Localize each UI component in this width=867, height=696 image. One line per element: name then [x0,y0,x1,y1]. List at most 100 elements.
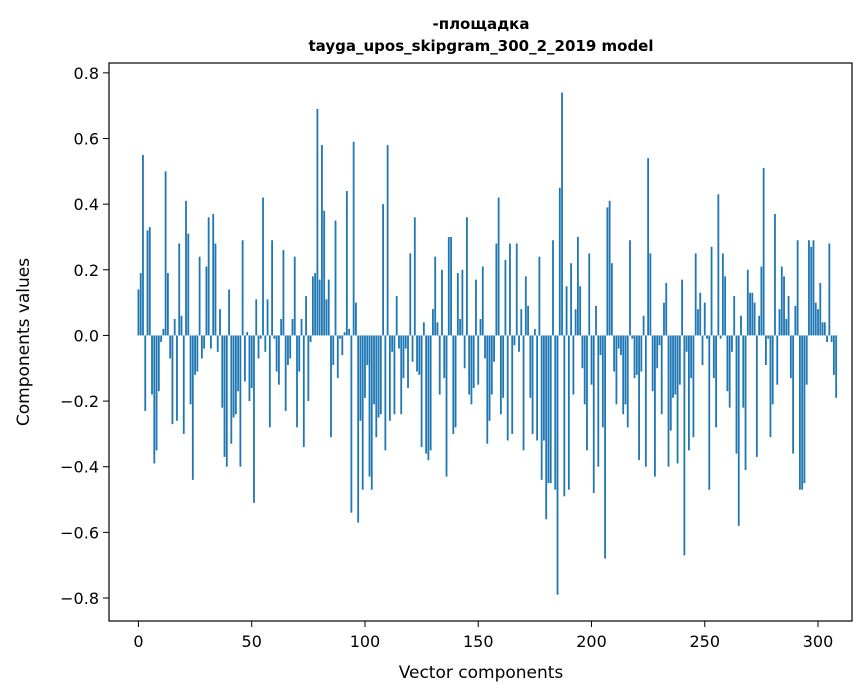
bar-286 [785,319,788,336]
bar-13 [166,273,169,336]
bar-63 [280,319,283,336]
bar-211 [615,335,618,405]
y-tick-label: 0.4 [74,195,99,214]
bar-237 [674,335,677,395]
bar-52 [255,299,258,336]
bar-150 [477,335,480,385]
bar-250 [703,302,706,336]
bar-21 [185,200,187,336]
bar-190 [567,335,570,490]
y-tick-label: −0.2 [60,392,99,411]
bar-297 [810,246,813,336]
bar-290 [794,305,797,336]
bar-246 [694,253,697,336]
bar-220 [635,335,638,375]
bar-238 [676,335,679,464]
bar-300 [817,309,819,336]
bar-210 [613,335,616,372]
bar-244 [690,335,693,379]
bar-29 [203,335,206,349]
bar-172 [527,305,529,336]
bar-1 [139,273,142,336]
y-tick-label: 0.8 [74,64,99,83]
bar-262 [731,335,733,352]
bar-95 [352,141,355,336]
bar-248 [699,292,702,336]
bar-105 [375,335,378,438]
bar-series [137,92,838,595]
bar-273 [755,335,758,457]
bar-192 [572,335,575,395]
y-tick-label: −0.6 [60,523,99,542]
bar-51 [253,335,255,503]
bar-25 [194,335,196,375]
x-tick-label: 150 [463,632,494,651]
y-tick-label: 0.6 [74,129,99,148]
bar-133 [438,335,441,395]
bar-34 [214,243,217,336]
bar-142 [459,319,462,336]
bar-103 [370,335,373,490]
bar-292 [798,335,801,490]
bar-253 [710,246,713,336]
bar-169 [520,309,523,336]
x-tick-label: 50 [242,632,262,651]
bar-99 [361,335,364,490]
bar-283 [778,309,781,336]
bar-64 [282,250,285,336]
bar-247 [697,309,699,336]
bar-3 [144,335,147,411]
bar-93 [348,328,351,336]
bar-257 [719,335,722,339]
bar-263 [733,296,736,336]
bar-239 [678,335,681,385]
bar-153 [484,335,486,359]
bar-43 [234,335,237,415]
bar-74 [305,296,307,336]
bar-89 [339,335,341,339]
bar-232 [663,302,665,336]
bar-281 [774,213,776,336]
bar-84 [327,279,330,336]
bar-175 [533,328,536,336]
bar-88 [336,335,339,379]
bar-299 [814,302,817,336]
bar-114 [395,296,398,336]
x-tick-label: 300 [803,632,834,651]
bar-307 [832,335,835,375]
bar-301 [819,282,822,336]
bar-22 [187,233,190,336]
bar-128 [427,335,430,461]
bar-111 [388,335,391,421]
bar-282 [776,335,779,385]
bar-305 [828,243,831,336]
bar-9 [157,335,160,392]
bar-40 [228,289,230,336]
chart-title-line-1: -площадка [432,15,529,33]
bar-18 [178,243,181,336]
bar-76 [309,335,312,342]
bar-274 [758,315,761,336]
bar-308 [835,335,838,398]
bar-272 [753,302,756,336]
bar-107 [379,335,382,415]
bar-118 [404,335,407,349]
bar-245 [692,335,695,438]
bar-48 [246,332,249,336]
bar-12 [164,171,167,336]
bar-96 [355,302,357,336]
bar-259 [724,276,727,336]
bar-37 [221,335,224,408]
bar-252 [708,335,711,490]
bar-151 [479,319,482,336]
bar-73 [302,335,305,448]
bar-216 [626,335,629,428]
bar-173 [529,335,532,398]
bar-125 [420,335,423,448]
bar-188 [563,335,566,497]
bar-71 [298,335,301,372]
bar-298 [812,240,815,336]
bar-277 [765,335,767,365]
bar-266 [740,315,742,336]
bar-15 [171,335,174,425]
